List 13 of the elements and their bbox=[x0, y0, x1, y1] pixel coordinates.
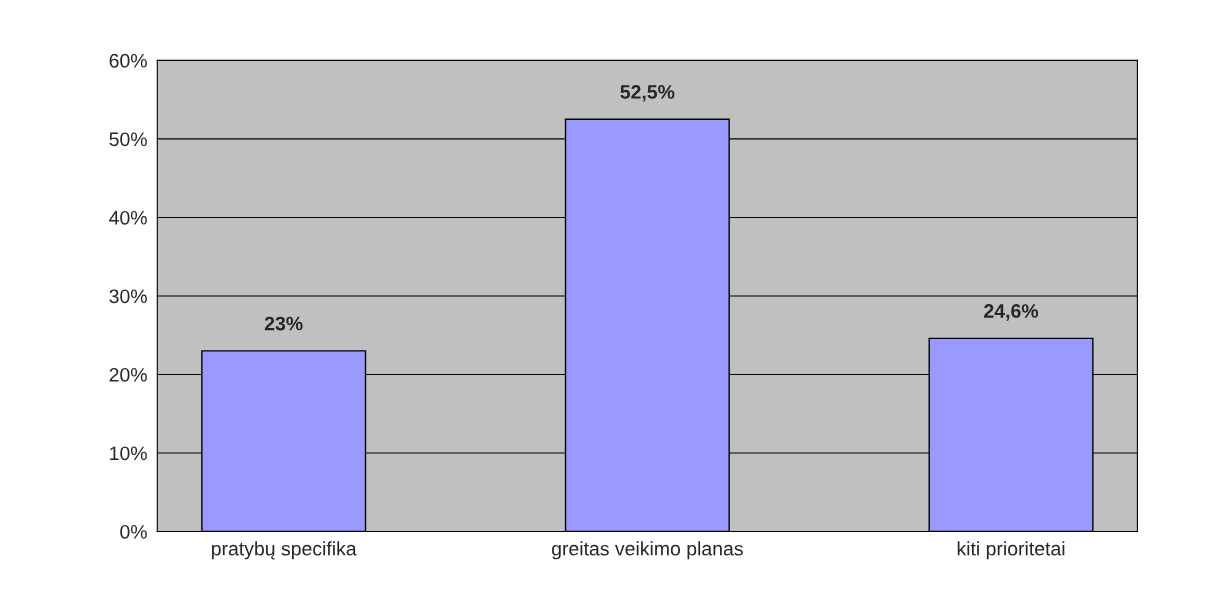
x-tick-label: pratybų specifika bbox=[211, 541, 357, 560]
y-tick-label: 50% bbox=[109, 132, 147, 147]
data-label: 23% bbox=[264, 316, 303, 331]
y-tick-label: 40% bbox=[109, 210, 147, 225]
data-label: 52,5% bbox=[620, 85, 675, 102]
x-tick-label: kiti prioritetai bbox=[957, 541, 1065, 560]
y-tick-label: 30% bbox=[109, 289, 147, 304]
y-tick-label: 0% bbox=[120, 524, 147, 539]
y-tick-label: 20% bbox=[109, 367, 147, 382]
x-tick-label: greitas veikimo planas bbox=[551, 541, 743, 560]
y-tick-label: 10% bbox=[110, 446, 147, 461]
y-tick-label: 60% bbox=[109, 53, 147, 68]
data-label: 24,6% bbox=[984, 304, 1039, 321]
